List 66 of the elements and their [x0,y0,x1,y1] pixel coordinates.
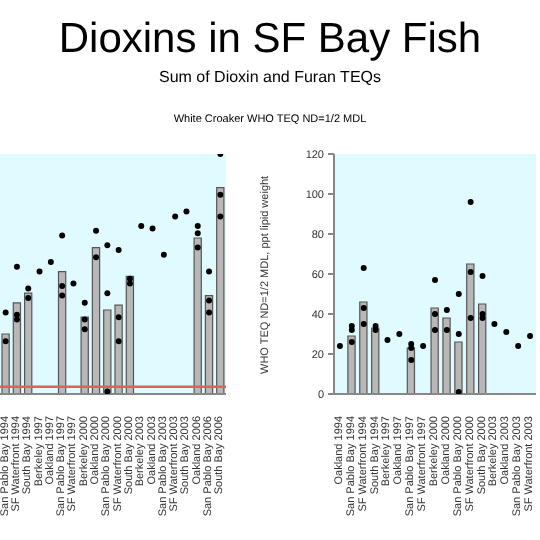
point [443,307,450,313]
point [126,275,133,282]
point [432,311,438,317]
point [217,213,224,220]
point [443,327,450,333]
point [81,299,88,306]
point [59,283,66,289]
point [115,314,122,321]
point [194,230,201,237]
point [420,343,427,349]
point [206,309,213,316]
point [59,292,66,299]
point [126,280,133,287]
point [13,311,20,318]
point [149,225,156,232]
point [432,327,438,333]
point [455,331,462,337]
point [194,244,201,251]
point [104,242,111,249]
point [13,316,20,323]
point [93,227,100,234]
point [527,333,534,339]
point [2,338,9,345]
point [432,277,438,283]
point [503,329,510,335]
point [2,309,9,316]
point [93,254,100,261]
point [479,273,486,279]
point [115,247,122,253]
point [217,191,224,198]
point [36,268,43,275]
point [81,316,88,323]
point [206,268,213,275]
point [467,315,474,321]
point [13,263,20,270]
point [360,305,367,311]
point [104,290,111,297]
point [396,331,403,337]
point [455,291,462,297]
point [360,265,367,271]
point [25,285,32,292]
point [81,326,88,333]
text: Sum of Dioxin and Furan TEQs [156,68,383,88]
point [384,337,391,343]
point [138,223,145,229]
bar [57,271,67,394]
chart-title: Dioxins in SF Bay Fish [56,16,484,64]
point [206,297,213,304]
point [115,338,122,345]
point [172,213,179,220]
point [160,251,167,258]
point [467,269,474,275]
point [467,199,474,205]
point [360,321,367,327]
point [183,208,190,215]
point [104,388,111,394]
point [59,232,66,239]
point [515,343,522,349]
point [194,223,201,229]
point [70,280,77,287]
point [47,259,54,265]
point [408,357,415,363]
point [336,343,343,349]
point [25,295,32,301]
point [348,339,355,345]
point [491,321,498,327]
